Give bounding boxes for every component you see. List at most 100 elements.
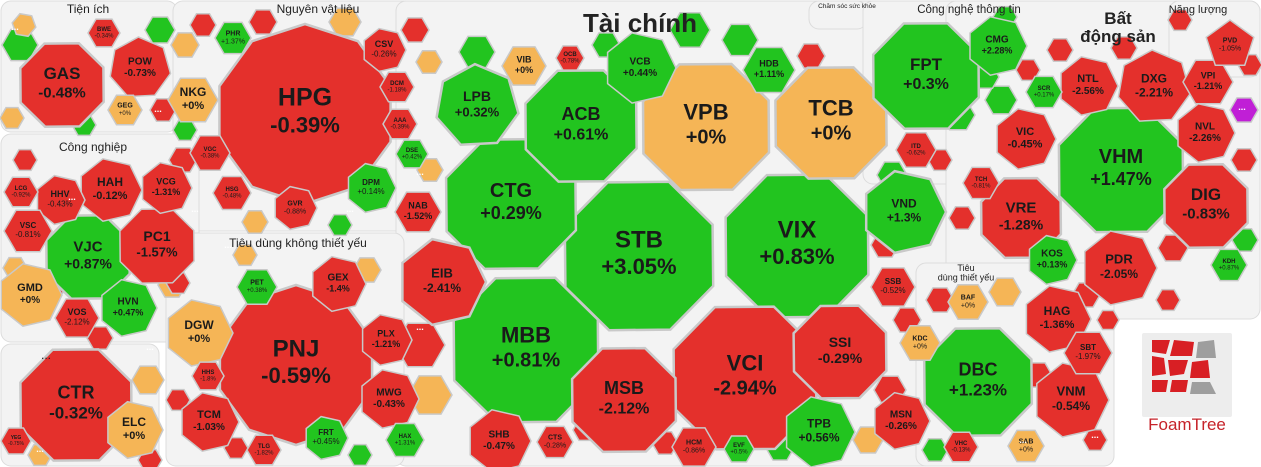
stock-cell-vib[interactable] [501, 46, 547, 86]
stock-cell-vix[interactable] [724, 173, 870, 319]
stock-cell-shb[interactable] [469, 408, 532, 467]
stock-cell-nvl[interactable] [1177, 102, 1236, 164]
minor-stock-cell[interactable] [86, 325, 114, 351]
minor-stock-cell[interactable] [415, 49, 443, 75]
stock-cell-csv[interactable] [363, 27, 407, 73]
stock-cell-hhs[interactable] [191, 361, 225, 391]
minor-stock-cell[interactable] [131, 365, 165, 395]
stock-cell-kdc[interactable] [899, 324, 941, 362]
minor-stock-cell[interactable] [988, 277, 1022, 307]
minor-stock-cell[interactable] [416, 157, 444, 183]
stock-cell-hvn[interactable] [101, 278, 158, 338]
stock-cell-vcg[interactable] [141, 161, 193, 215]
stock-cell-nkg[interactable] [167, 77, 219, 123]
stock-cell-kos[interactable] [1028, 234, 1078, 286]
stock-cell-vre[interactable] [979, 176, 1063, 260]
stock-cell-gmd[interactable] [0, 262, 63, 328]
minor-stock-cell[interactable] [1167, 8, 1193, 32]
more-cells-marker[interactable]: ... [1091, 430, 1099, 440]
more-cells-marker[interactable]: ... [224, 240, 232, 250]
stock-cell-vic[interactable] [996, 107, 1057, 171]
minor-stock-cell[interactable] [241, 209, 269, 235]
minor-stock-cell[interactable] [144, 16, 176, 44]
minor-stock-cell[interactable] [1110, 35, 1138, 61]
stock-cell-lpb[interactable] [435, 62, 520, 146]
more-cells-marker[interactable]: ... [416, 322, 424, 332]
stock-cell-vhc[interactable] [943, 431, 979, 463]
minor-stock-cell[interactable] [948, 205, 976, 231]
more-cells-marker[interactable]: ... [416, 167, 424, 177]
minor-stock-cell[interactable] [172, 118, 198, 142]
minor-stock-cell[interactable] [721, 23, 759, 57]
more-cells-marker[interactable]: ... [1238, 102, 1246, 112]
stock-cell-evf[interactable] [723, 435, 755, 463]
stock-cell-vsc[interactable] [3, 209, 53, 253]
stock-cell-ocb[interactable] [555, 45, 585, 71]
stock-cell-dgw[interactable] [167, 299, 234, 367]
stock-cell-frt[interactable] [305, 415, 349, 461]
stock-cell-pet[interactable] [236, 268, 278, 306]
more-cells-marker[interactable]: ... [11, 22, 19, 32]
stock-cell-tch[interactable] [962, 166, 1000, 200]
minor-stock-cell[interactable] [189, 12, 217, 38]
more-cells-marker[interactable]: ... [68, 192, 76, 202]
stock-cell-geg[interactable] [107, 94, 143, 126]
stock-cell-msb[interactable] [570, 346, 678, 454]
stock-cell-scr[interactable] [1025, 75, 1063, 109]
stock-cell-tcm[interactable] [181, 391, 240, 453]
stock-cell-ssb[interactable] [870, 267, 916, 307]
stock-cell-ctr[interactable] [19, 348, 133, 462]
stock-cell-gvr[interactable] [274, 185, 318, 231]
minor-stock-cell[interactable] [248, 9, 278, 35]
stock-cell-vgc[interactable] [189, 134, 231, 172]
stock-cell-elc[interactable] [107, 400, 164, 460]
stock-cell-pdr[interactable] [1084, 230, 1158, 306]
stock-cell-gex[interactable] [312, 255, 367, 313]
stock-cell-cts[interactable] [536, 425, 574, 459]
stock-cell-sab[interactable] [1007, 429, 1045, 463]
minor-stock-cell[interactable] [11, 12, 37, 38]
minor-stock-cell[interactable] [984, 85, 1018, 115]
stock-cell-vos[interactable] [54, 298, 100, 338]
minor-stock-cell[interactable] [925, 287, 955, 313]
stock-cell-tpb[interactable] [785, 396, 856, 467]
minor-stock-cell[interactable] [1230, 147, 1258, 173]
stock-cell-aaa[interactable] [382, 108, 418, 140]
stock-cell-hah[interactable] [80, 157, 143, 223]
stock-cell-vcb[interactable] [606, 32, 677, 104]
more-cells-marker[interactable]: ... [146, 342, 154, 352]
minor-stock-cell[interactable] [223, 436, 249, 460]
stock-cell-dcm[interactable] [379, 71, 415, 103]
stock-cell-hhv[interactable] [36, 174, 86, 226]
minor-stock-cell[interactable] [12, 148, 38, 172]
stock-cell-pvd[interactable] [1205, 19, 1255, 66]
minor-stock-cell[interactable] [1096, 309, 1120, 331]
minor-stock-cell[interactable] [400, 17, 430, 43]
stock-cell-hcm[interactable] [671, 427, 717, 467]
minor-stock-cell[interactable] [921, 437, 949, 463]
minor-stock-cell[interactable] [1229, 97, 1259, 123]
stock-cell-kdh[interactable] [1210, 248, 1248, 282]
stock-cell-hsg[interactable] [212, 175, 252, 211]
minor-stock-cell[interactable] [328, 7, 362, 37]
minor-stock-cell[interactable] [347, 443, 373, 467]
stock-cell-baf[interactable] [947, 283, 989, 321]
stock-cell-hax[interactable] [385, 422, 425, 458]
stock-cell-eib[interactable] [401, 237, 488, 327]
stock-cell-hdb[interactable] [742, 46, 796, 94]
stock-cell-ssi[interactable] [792, 304, 888, 400]
more-cells-marker[interactable]: ... [191, 204, 199, 214]
stock-cell-dxg[interactable] [1117, 49, 1192, 122]
stock-cell-vnd[interactable] [864, 169, 948, 255]
minor-stock-cell[interactable] [1046, 37, 1074, 63]
stock-cell-dig[interactable] [1163, 163, 1249, 249]
minor-stock-cell[interactable] [232, 243, 258, 267]
minor-stock-cell[interactable] [327, 213, 353, 237]
stock-cell-fpt[interactable] [871, 21, 981, 131]
more-cells-marker[interactable]: ... [36, 444, 44, 454]
stock-cell-phr[interactable] [214, 21, 252, 55]
stock-cell-vhm[interactable] [1057, 106, 1185, 234]
minor-stock-cell[interactable] [170, 32, 200, 58]
minor-stock-cell[interactable] [1155, 288, 1181, 312]
minor-stock-cell[interactable] [669, 11, 711, 49]
